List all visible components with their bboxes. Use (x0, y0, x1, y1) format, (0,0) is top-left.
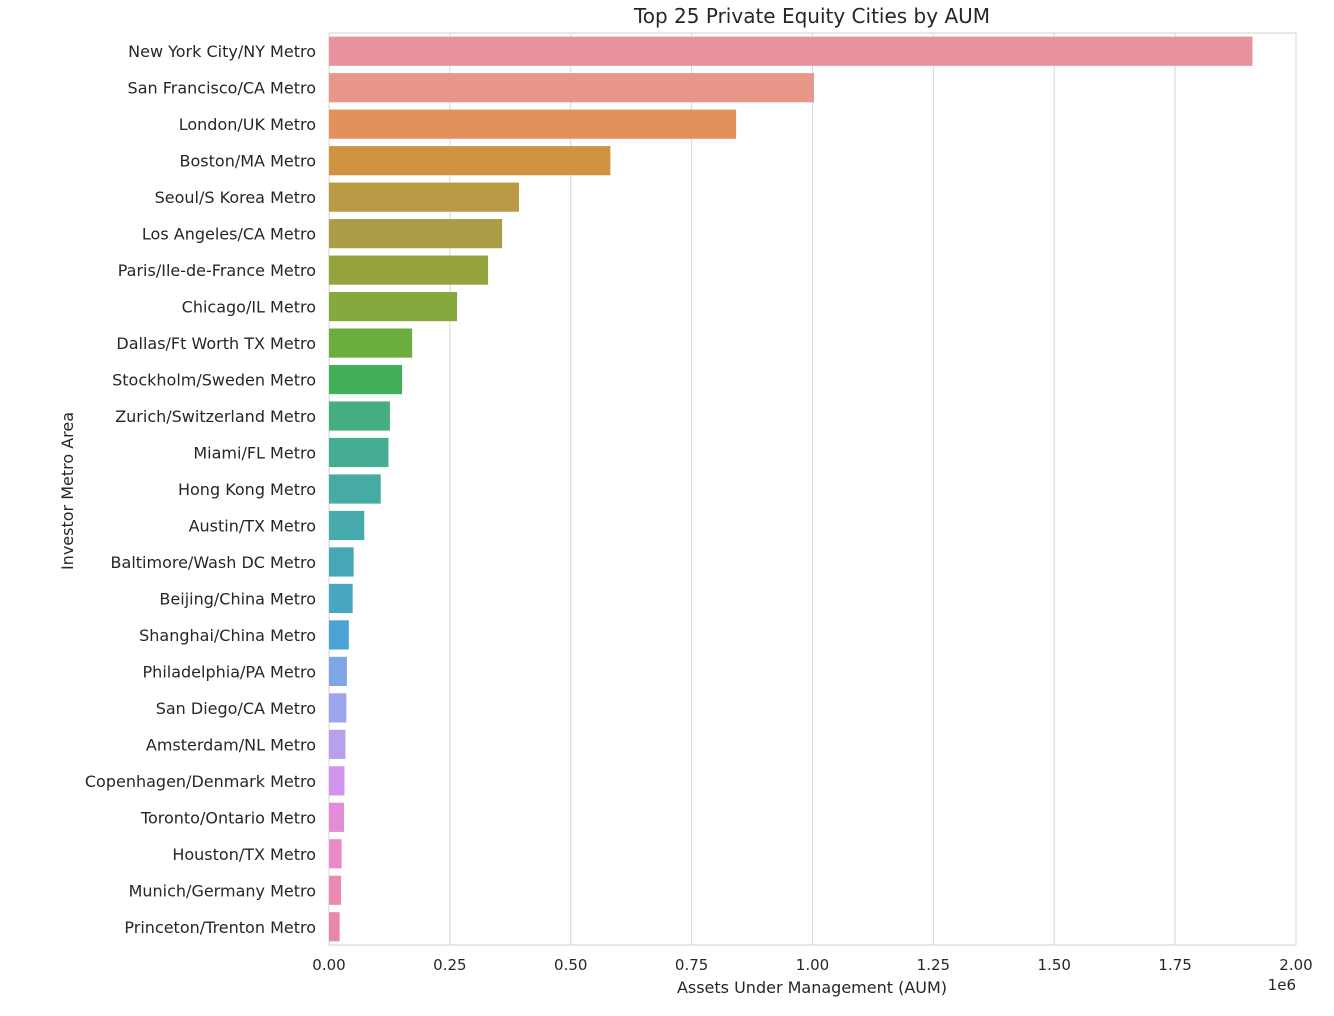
x-axis-offset-label: 1e6 (1268, 976, 1296, 994)
x-tick-label: 1.00 (796, 956, 829, 974)
y-tick-label: Beijing/China Metro (159, 589, 316, 608)
x-tick-label: 1.50 (1038, 956, 1071, 974)
bar (329, 766, 345, 796)
bar (329, 912, 340, 942)
y-tick-label: Amsterdam/NL Metro (146, 735, 316, 754)
y-tick-label: Chicago/IL Metro (182, 298, 316, 317)
bar (329, 729, 346, 759)
x-tick-labels: 0.00 0.25 0.50 0.75 1.00 1.25 1.50 1.75 2.00 (312, 956, 1312, 974)
bar (329, 839, 342, 869)
bar (329, 437, 389, 468)
y-tick-label: Austin/TX Metro (189, 516, 316, 535)
x-tick-label: 0.50 (554, 956, 587, 974)
bar (329, 583, 353, 614)
bar (329, 255, 489, 285)
y-tick-label: Philadelphia/PA Metro (143, 662, 316, 681)
x-tick-label: 0.75 (675, 956, 708, 974)
bars (329, 36, 1253, 942)
bar (329, 292, 458, 322)
y-tick-label: Houston/TX Metro (172, 845, 316, 864)
y-tick-label: Stockholm/Sweden Metro (112, 371, 316, 390)
y-tick-label: Boston/MA Metro (180, 152, 316, 171)
y-tick-label: Toronto/Ontario Metro (140, 808, 316, 827)
bar (329, 73, 814, 103)
y-tick-label: Shanghai/China Metro (139, 626, 316, 645)
bar (329, 474, 381, 504)
y-tick-label: Zurich/Switzerland Metro (115, 407, 316, 426)
x-axis-label: Assets Under Management (AUM) (677, 978, 947, 997)
bar (329, 802, 344, 832)
y-tick-label: Hong Kong Metro (178, 480, 316, 499)
bar (329, 656, 347, 686)
bar (329, 182, 520, 212)
x-tick-label: 2.00 (1279, 956, 1312, 974)
x-tick-label: 1.75 (1158, 956, 1191, 974)
x-tick-label: 0.25 (433, 956, 466, 974)
y-tick-label: Los Angeles/CA Metro (142, 225, 316, 244)
y-tick-label: San Diego/CA Metro (156, 699, 316, 718)
bar (329, 364, 403, 395)
bar (329, 510, 365, 541)
x-tick-label: 0.00 (312, 956, 345, 974)
bar (329, 146, 611, 176)
y-tick-label: Baltimore/Wash DC Metro (111, 553, 316, 572)
y-tick-label: Miami/FL Metro (193, 444, 316, 463)
bar (329, 109, 737, 139)
bar (329, 875, 342, 905)
bar (329, 36, 1253, 66)
bar (329, 620, 349, 650)
chart-title: Top 25 Private Equity Cities by AUM (633, 4, 990, 28)
y-tick-label: London/UK Metro (179, 115, 316, 134)
y-tick-label: Munich/Germany Metro (129, 881, 316, 900)
bar (329, 328, 413, 358)
y-tick-label: New York City/NY Metro (128, 42, 316, 61)
y-tick-label: Princeton/Trenton Metro (124, 918, 316, 937)
bar (329, 693, 347, 723)
y-tick-label: Dallas/Ft Worth TX Metro (116, 334, 316, 353)
x-tick-label: 1.25 (917, 956, 950, 974)
y-axis-label: Investor Metro Area (58, 412, 77, 570)
y-tick-labels: New York City/NY Metro San Francisco/CA M… (85, 42, 316, 937)
y-tick-label: Copenhagen/Denmark Metro (85, 772, 316, 791)
y-tick-label: Paris/Ile-de-France Metro (118, 261, 316, 280)
bar (329, 219, 503, 249)
bar (329, 547, 354, 577)
y-tick-label: San Francisco/CA Metro (128, 79, 316, 98)
bar (329, 401, 390, 431)
y-tick-label: Seoul/S Korea Metro (155, 188, 316, 207)
